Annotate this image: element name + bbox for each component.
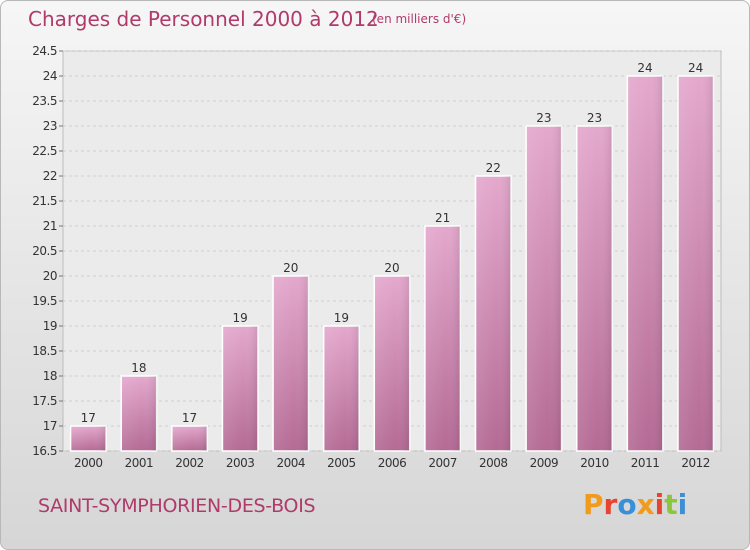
y-tick-label: 16.5 [32, 444, 57, 458]
bar-shade [121, 376, 157, 451]
data-label: 19 [334, 311, 349, 325]
data-label: 24 [688, 61, 703, 75]
logo-letter: t [664, 488, 678, 521]
x-tick-label: 2002 [175, 456, 204, 470]
data-label: 20 [283, 261, 298, 275]
data-label: 18 [131, 361, 146, 375]
data-label: 24 [637, 61, 652, 75]
bar-shade [627, 76, 663, 451]
bar-shade [222, 326, 258, 451]
y-tick-label: 19.5 [32, 294, 57, 308]
data-label: 19 [233, 311, 248, 325]
data-label: 17 [182, 411, 197, 425]
logo-letter: i [677, 488, 688, 521]
y-tick-label: 21 [43, 219, 57, 233]
bar-shade [526, 126, 562, 451]
data-label: 20 [384, 261, 399, 275]
bar-shade [475, 176, 511, 451]
y-tick-label: 19 [43, 319, 57, 333]
x-tick-label: 2005 [327, 456, 356, 470]
y-tick-label: 23.5 [32, 94, 57, 108]
chart-title: Charges de Personnel 2000 à 2012 [28, 7, 379, 31]
bar-shade [424, 226, 461, 451]
logo-letter: i [654, 488, 665, 521]
y-tick-label: 20 [43, 269, 57, 283]
bar-shade [576, 126, 613, 451]
data-label: 23 [536, 111, 551, 125]
y-tick-label: 23 [43, 119, 57, 133]
bar-shade [374, 276, 410, 451]
y-tick-label: 17.5 [32, 394, 57, 408]
logo-letter: r [603, 488, 618, 521]
logo-letter: o [617, 488, 637, 521]
logo-letter: x [636, 488, 655, 521]
data-label: 23 [587, 111, 602, 125]
y-tick-label: 17 [43, 419, 57, 433]
y-tick-label: 21.5 [32, 194, 57, 208]
x-tick-label: 2000 [74, 456, 103, 470]
x-tick-label: 2001 [125, 456, 154, 470]
logo-letter: P [583, 488, 604, 521]
proxiti-logo[interactable]: Proxiti [583, 488, 687, 521]
y-tick-label: 22.5 [32, 144, 57, 158]
x-tick-label: 2012 [681, 456, 710, 470]
x-tick-label: 2007 [428, 456, 457, 470]
data-label: 17 [81, 411, 96, 425]
y-tick-label: 18.5 [32, 344, 57, 358]
x-tick-label: 2011 [631, 456, 660, 470]
data-label: 22 [486, 161, 501, 175]
x-tick-label: 2009 [530, 456, 559, 470]
x-tick-label: 2010 [580, 456, 609, 470]
x-tick-label: 2008 [479, 456, 508, 470]
chart-subtitle: (en milliers d'€) [372, 12, 467, 26]
commune-name: SAINT-SYMPHORIEN-DES-BOIS [38, 495, 316, 517]
bar-shade [171, 426, 208, 451]
bar-shade [323, 326, 360, 451]
y-tick-label: 24 [43, 69, 57, 83]
y-tick-label: 20.5 [32, 244, 57, 258]
y-tick-label: 18 [43, 369, 57, 383]
x-tick-label: 2006 [378, 456, 407, 470]
bar-shade [273, 276, 309, 451]
bar-shade [677, 76, 714, 451]
x-tick-label: 2004 [276, 456, 305, 470]
x-tick-label: 2003 [226, 456, 255, 470]
data-label: 21 [435, 211, 450, 225]
y-tick-label: 24.5 [32, 44, 57, 58]
y-tick-label: 22 [43, 169, 57, 183]
bar-shade [70, 426, 107, 451]
